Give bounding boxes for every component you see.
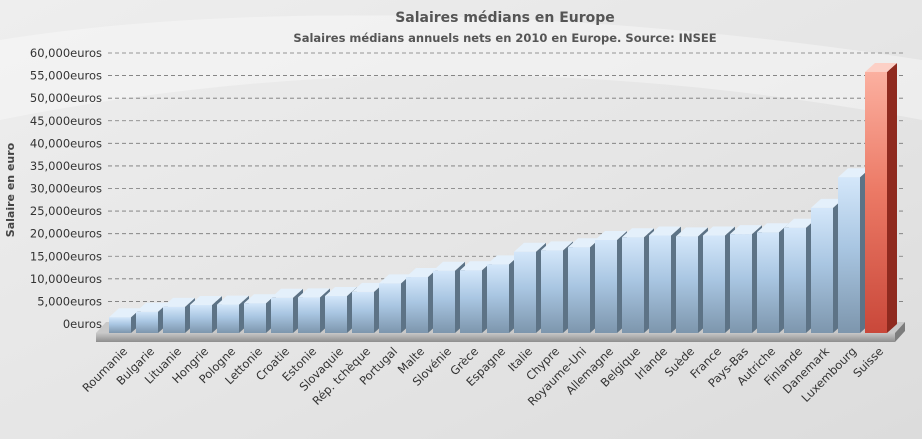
bar-front	[838, 177, 860, 333]
bar-front	[406, 277, 428, 333]
bar[interactable]	[136, 302, 168, 333]
y-tick-label: 0euros	[63, 317, 102, 331]
bar-front	[352, 291, 374, 333]
y-tick-label: 60,000euros	[30, 46, 102, 60]
bar-top	[460, 261, 492, 271]
bar-top	[352, 282, 384, 292]
bar-front	[379, 283, 401, 333]
floor-front	[96, 333, 895, 342]
bar-top	[541, 241, 573, 251]
bar-top	[244, 294, 276, 304]
bar-front	[784, 227, 806, 333]
y-tick-label: 5,000euros	[37, 294, 102, 308]
bar-front	[190, 305, 212, 333]
chart-subtitle: Salaires médians annuels nets en 2010 en…	[293, 31, 716, 45]
bar-front	[649, 235, 671, 333]
bar-front	[460, 270, 482, 333]
chart-title: Salaires médians en Europe	[395, 10, 615, 26]
bar-top	[217, 295, 249, 305]
bar-front	[298, 297, 320, 333]
bar-front	[676, 236, 698, 333]
y-tick-label: 55,000euros	[30, 69, 102, 83]
bar-front	[703, 235, 725, 333]
y-tick-label: 50,000euros	[30, 91, 102, 105]
bar-top	[514, 242, 546, 252]
bar-front	[622, 237, 644, 333]
bar-top	[379, 274, 411, 284]
bar-front	[487, 264, 509, 333]
bar-top	[595, 230, 627, 240]
bar-top	[190, 296, 222, 306]
bar[interactable]	[865, 62, 897, 333]
bar-top	[838, 168, 870, 178]
y-tick-label: 25,000euros	[30, 204, 102, 218]
y-tick-label: 15,000euros	[30, 249, 102, 263]
bar-front	[433, 270, 455, 333]
bar[interactable]	[244, 294, 276, 333]
bar-top	[298, 288, 330, 298]
bar-front	[730, 234, 752, 333]
bar-top	[136, 302, 168, 312]
bar-front	[271, 297, 293, 333]
bar-front	[325, 295, 347, 333]
bar-top	[109, 308, 141, 318]
bar-front	[244, 303, 266, 333]
bar-top	[730, 225, 762, 235]
bar-front	[109, 317, 131, 333]
bar-front	[757, 232, 779, 333]
y-tick-label: 20,000euros	[30, 227, 102, 241]
bar-top	[784, 218, 816, 228]
bar-top	[325, 286, 357, 296]
y-tick-label: 45,000euros	[30, 114, 102, 128]
y-axis-label: Salaire en euro	[4, 142, 17, 237]
bar-top	[163, 297, 195, 307]
bar-side	[887, 62, 897, 333]
bar-top	[865, 62, 897, 72]
y-tick-label: 40,000euros	[30, 136, 102, 150]
bar-top	[271, 288, 303, 298]
y-tick-label: 30,000euros	[30, 182, 102, 196]
bar-top	[406, 268, 438, 278]
bar-front	[217, 304, 239, 333]
bar-top	[649, 226, 681, 236]
bar-top	[811, 198, 843, 208]
bar-front	[514, 251, 536, 333]
bar-front	[541, 250, 563, 333]
bar-top	[676, 227, 708, 237]
bar-top	[703, 226, 735, 236]
y-tick-label: 10,000euros	[30, 272, 102, 286]
bar-front	[595, 239, 617, 333]
bar-front	[568, 247, 590, 333]
bars	[109, 62, 897, 333]
bar-front	[136, 311, 158, 333]
background-swoosh	[0, 15, 922, 121]
bar-front	[163, 306, 185, 333]
bar-top	[433, 261, 465, 271]
bar-top	[487, 255, 519, 265]
y-tick-label: 35,000euros	[30, 159, 102, 173]
y-axis-ticks: 0euros 5,000euros 10,000euros 15,000euros 20…	[30, 46, 102, 331]
bar-front	[865, 71, 887, 333]
bar-top	[568, 238, 600, 248]
bar-front	[811, 207, 833, 333]
bar-top	[622, 228, 654, 238]
floor-side	[895, 322, 905, 342]
bar-top	[757, 223, 789, 233]
